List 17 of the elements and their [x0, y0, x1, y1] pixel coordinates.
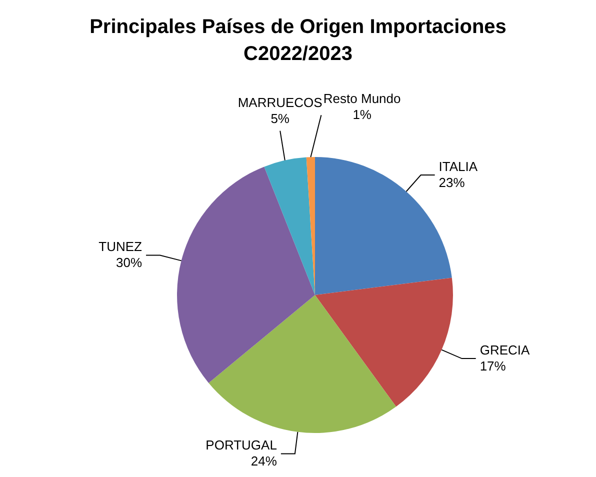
data-label: 24% [250, 454, 278, 469]
data-label: 30% [116, 255, 142, 270]
slice-label: Resto Mundo [323, 91, 401, 106]
data-label: 1% [352, 107, 372, 122]
pie-slice [208, 295, 396, 433]
slice-label: TUNEZ [98, 239, 142, 254]
data-label: 17% [480, 358, 506, 374]
slice-label: GRECIA [480, 342, 530, 358]
pie-slice [264, 157, 315, 295]
pie-slice [315, 278, 453, 407]
slice-label: MARRUECOS [238, 94, 323, 110]
pie-slice [177, 166, 315, 383]
slice-label: PORTUGAL [206, 438, 277, 453]
data-label: 5% [270, 110, 290, 126]
data-label: 23% [438, 174, 466, 190]
chart-title: Principales Países de Origen Importaciones C2022/2023 [88, 15, 508, 67]
slice-label: ITALIA [438, 158, 478, 174]
